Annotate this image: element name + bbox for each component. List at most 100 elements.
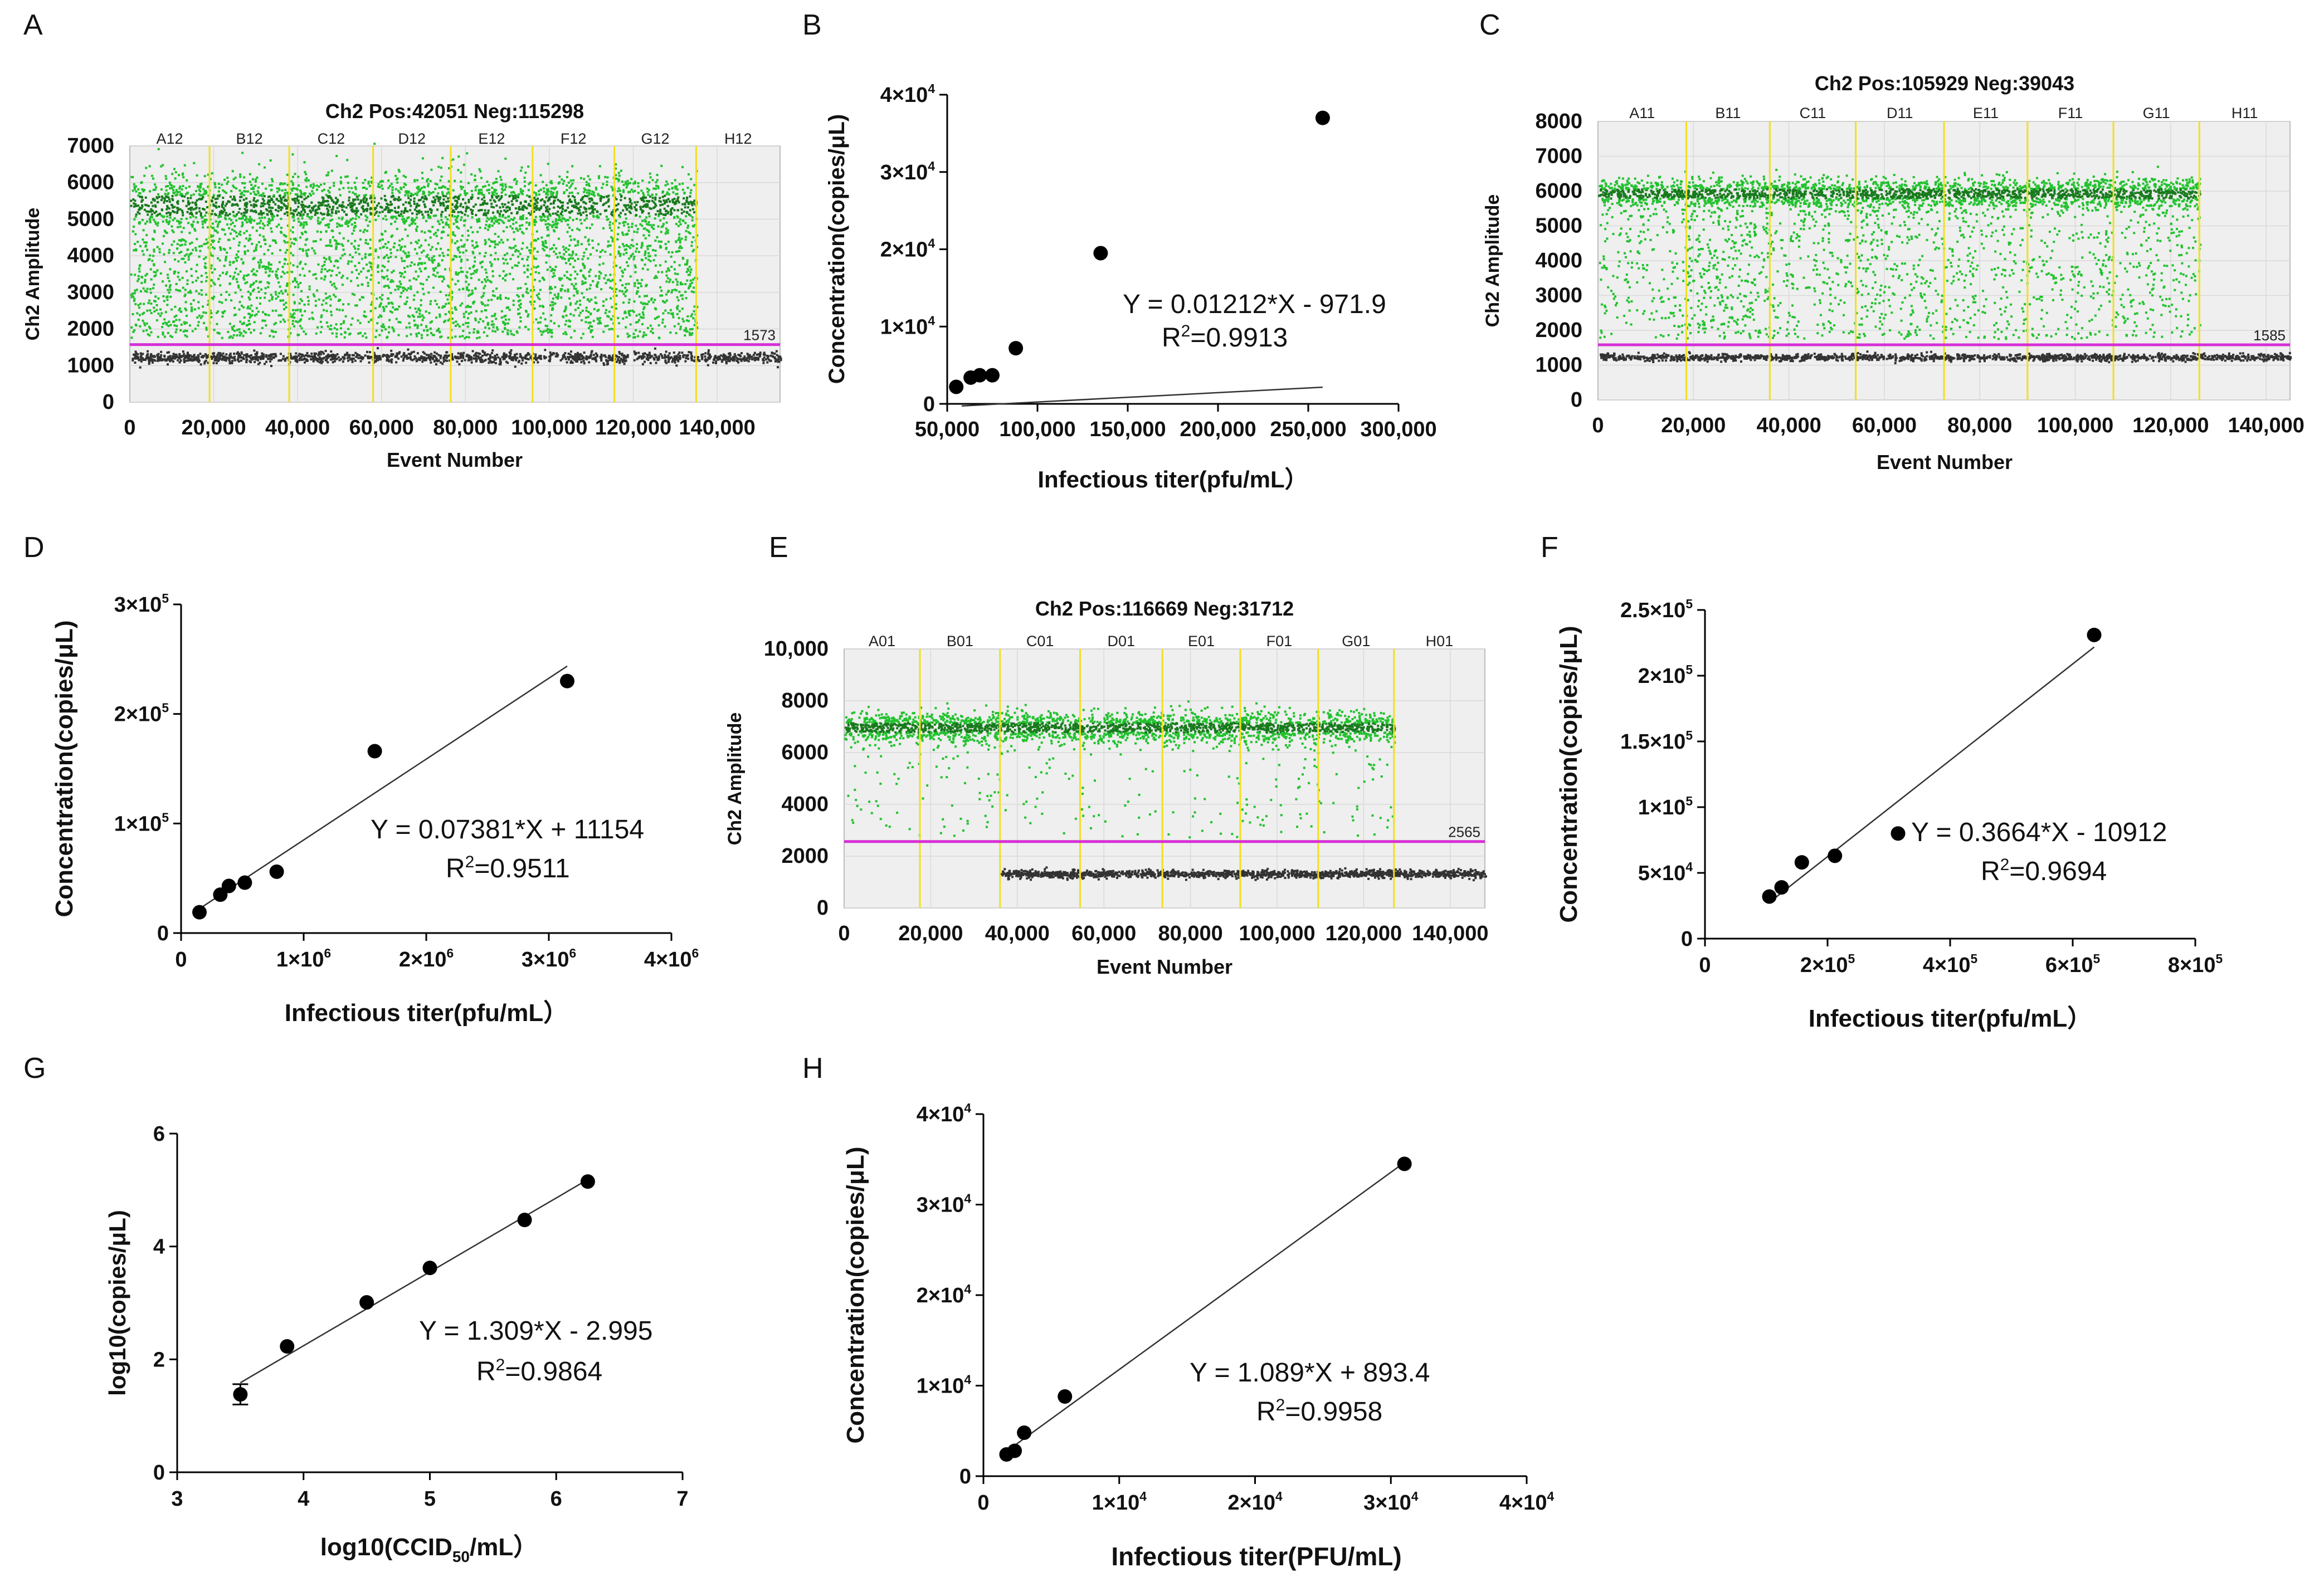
- positive-droplet: [230, 299, 233, 302]
- positive-droplet: [459, 256, 461, 258]
- positive-droplet: [509, 330, 512, 333]
- positive-droplet: [676, 313, 679, 315]
- positive-droplet: [529, 252, 532, 255]
- positive-droplet: [347, 222, 349, 224]
- positive-droplet: [549, 214, 552, 217]
- positive-droplet: [483, 255, 486, 258]
- positive-droplet: [394, 210, 397, 213]
- positive-droplet: [581, 282, 584, 285]
- positive-droplet: [275, 225, 278, 228]
- positive-droplet: [181, 243, 183, 246]
- positive-droplet: [645, 334, 647, 336]
- positive-droplet: [130, 204, 133, 207]
- positive-droplet: [645, 206, 647, 208]
- positive-droplet: [286, 282, 289, 285]
- positive-droplet: [485, 220, 488, 223]
- positive-droplet: [416, 186, 418, 189]
- positive-droplet: [296, 193, 299, 196]
- positive-droplet: [662, 223, 665, 226]
- positive-droplet: [262, 265, 265, 268]
- positive-droplet: [367, 281, 369, 284]
- positive-droplet: [289, 212, 292, 215]
- positive-droplet: [181, 211, 184, 214]
- positive-droplet: [499, 296, 501, 299]
- positive-droplet: [306, 214, 309, 217]
- positive-droplet: [339, 327, 342, 330]
- positive-droplet: [155, 214, 158, 217]
- positive-droplet: [154, 206, 157, 208]
- positive-droplet: [275, 241, 277, 244]
- positive-droplet: [427, 185, 430, 188]
- positive-droplet: [143, 322, 145, 325]
- positive-droplet: [225, 299, 227, 301]
- positive-droplet: [299, 236, 302, 239]
- positive-droplet: [226, 177, 229, 179]
- positive-droplet: [218, 211, 221, 213]
- positive-droplet: [383, 208, 386, 211]
- positive-droplet: [661, 300, 664, 302]
- positive-droplet: [294, 210, 297, 213]
- positive-droplet: [300, 232, 303, 235]
- positive-droplet: [466, 325, 469, 328]
- positive-droplet: [413, 208, 416, 211]
- positive-droplet: [177, 226, 179, 228]
- positive-droplet: [381, 276, 384, 279]
- positive-droplet: [165, 177, 168, 180]
- positive-droplet: [535, 230, 538, 233]
- positive-droplet: [675, 202, 678, 205]
- positive-droplet: [683, 197, 685, 200]
- positive-droplet: [299, 319, 302, 322]
- positive-droplet: [456, 196, 459, 199]
- positive-droplet: [588, 287, 591, 290]
- positive-droplet: [623, 224, 626, 227]
- positive-droplet: [422, 200, 425, 203]
- positive-droplet: [165, 212, 168, 214]
- positive-droplet: [400, 291, 403, 294]
- positive-droplet: [651, 197, 654, 199]
- positive-droplet: [290, 180, 293, 183]
- positive-droplet: [138, 212, 141, 215]
- positive-droplet: [525, 221, 528, 224]
- positive-droplet: [238, 199, 241, 202]
- positive-droplet: [203, 208, 206, 211]
- positive-droplet: [434, 198, 437, 201]
- positive-droplet: [243, 330, 246, 333]
- positive-droplet: [633, 230, 636, 233]
- positive-droplet: [153, 231, 156, 233]
- positive-droplet: [484, 326, 487, 329]
- positive-droplet: [501, 215, 504, 218]
- positive-droplet: [410, 223, 413, 226]
- positive-droplet: [243, 232, 246, 235]
- positive-droplet: [585, 217, 588, 220]
- positive-droplet: [567, 181, 570, 184]
- positive-droplet: [500, 196, 503, 199]
- positive-droplet: [659, 197, 661, 199]
- positive-droplet: [418, 267, 421, 270]
- positive-droplet: [243, 204, 246, 207]
- positive-droplet: [185, 204, 188, 207]
- positive-droplet: [285, 235, 288, 238]
- positive-droplet: [615, 265, 618, 267]
- positive-droplet: [542, 218, 545, 221]
- positive-droplet: [289, 229, 292, 232]
- positive-droplet: [483, 212, 486, 215]
- positive-droplet: [308, 216, 311, 219]
- positive-droplet: [549, 304, 552, 307]
- positive-droplet: [521, 216, 524, 218]
- positive-droplet: [408, 191, 411, 193]
- positive-droplet: [450, 239, 453, 242]
- positive-droplet: [686, 259, 689, 262]
- positive-droplet: [353, 203, 356, 206]
- positive-droplet: [297, 199, 300, 202]
- positive-droplet: [558, 216, 561, 219]
- positive-droplet: [233, 271, 236, 274]
- positive-droplet: [144, 203, 147, 206]
- positive-droplet: [481, 185, 484, 188]
- positive-droplet: [628, 182, 631, 184]
- positive-droplet: [610, 185, 613, 188]
- positive-droplet: [267, 314, 270, 316]
- positive-droplet: [576, 290, 578, 293]
- positive-droplet: [309, 209, 311, 212]
- positive-droplet: [341, 254, 344, 257]
- positive-droplet: [286, 183, 289, 186]
